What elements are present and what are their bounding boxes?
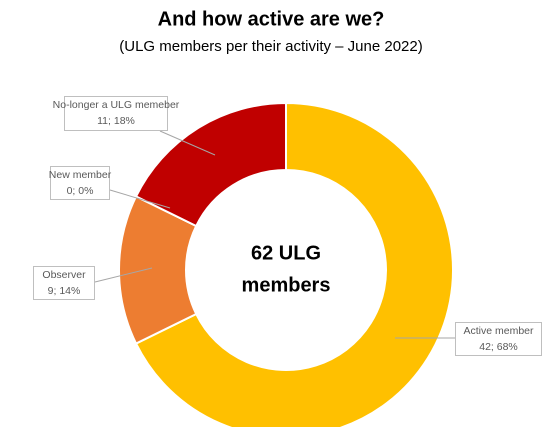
label-box [64, 96, 168, 131]
value-label: 0; 0% [67, 185, 94, 197]
chart-title: And how active are we? [158, 8, 385, 30]
value-label: 11; 18% [97, 115, 135, 127]
category-label: Active member [463, 325, 534, 337]
leader-line [94, 267, 153, 283]
center-label: members [242, 274, 331, 296]
donut-slice [134, 101, 454, 427]
leader-line [159, 130, 216, 156]
label-box [33, 266, 95, 300]
leader-line [109, 189, 171, 209]
category-label: New member [49, 169, 112, 181]
center-label: 62 ULG [251, 242, 321, 264]
value-label: 42; 68% [479, 341, 518, 353]
chart-subtitle: (ULG members per their activity – June 2… [119, 38, 422, 55]
category-label: No-longer a ULG memeber [53, 99, 180, 111]
category-label: Observer [42, 269, 86, 281]
label-box [50, 166, 110, 200]
value-label: 9; 14% [48, 285, 81, 297]
donut-slice [134, 101, 287, 228]
label-box [455, 322, 542, 356]
